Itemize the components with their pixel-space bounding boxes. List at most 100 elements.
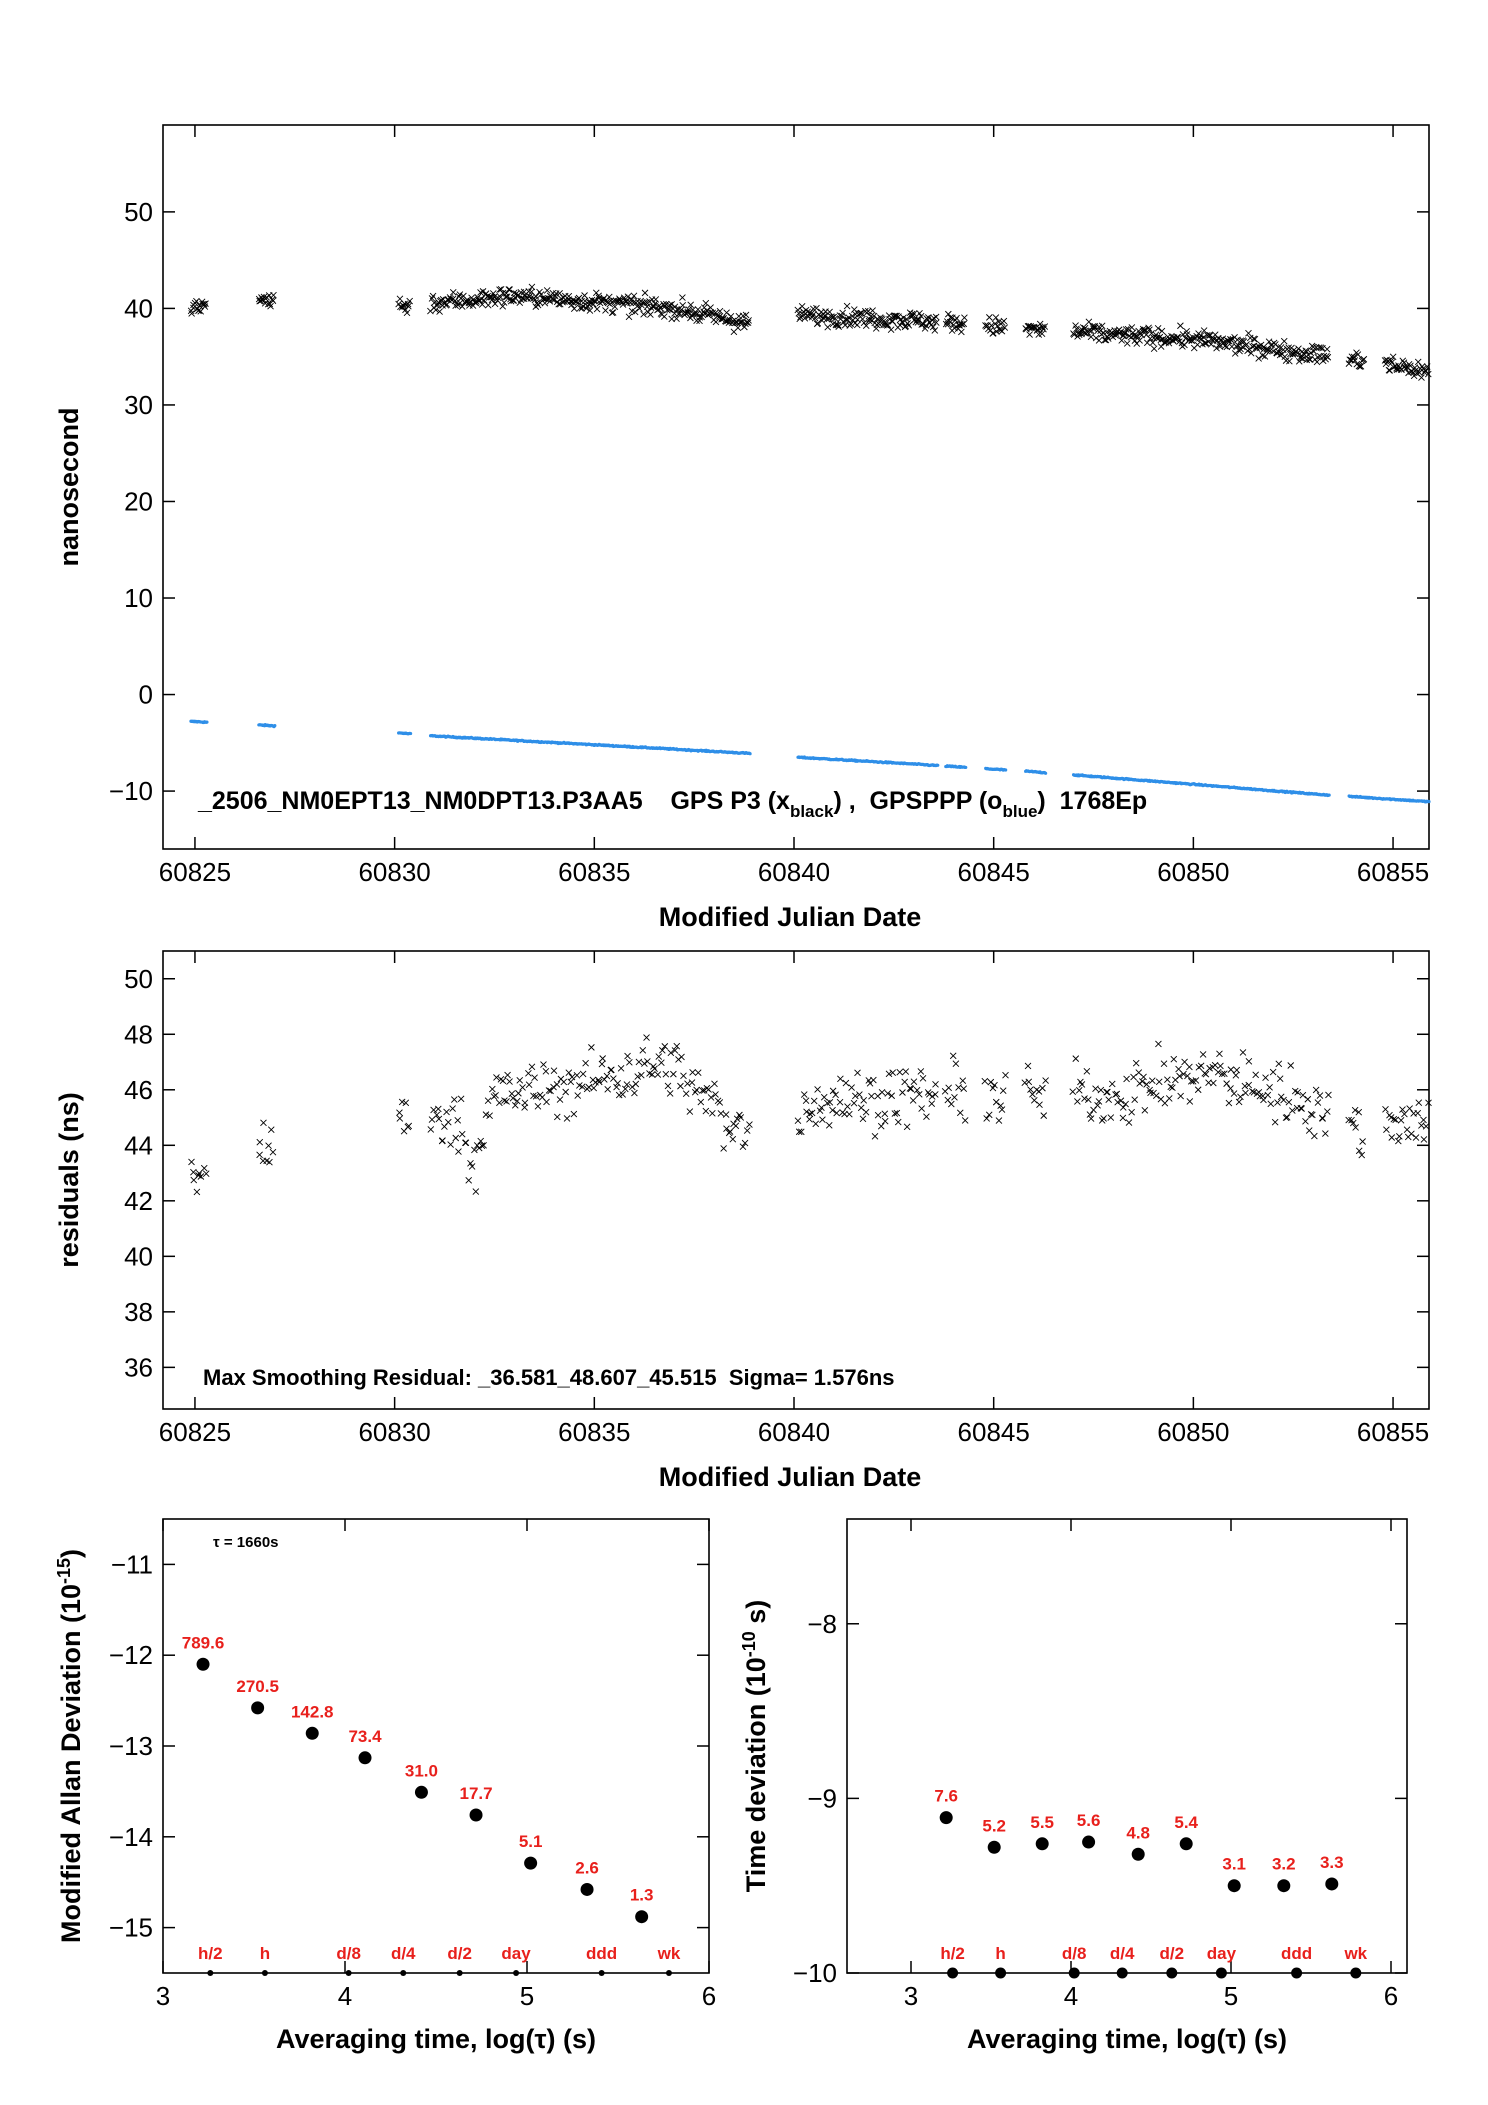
- deviation-point: [939, 1811, 953, 1825]
- gps-p3-point: [1085, 318, 1093, 326]
- gps-p3-point: [1250, 335, 1258, 343]
- allan-y-label-end: ): [56, 1549, 86, 1558]
- gps-p3-point: [1386, 367, 1394, 374]
- residual-point: [1160, 1060, 1168, 1067]
- residual-point: [928, 1100, 936, 1108]
- gps-p3-point: [814, 319, 822, 327]
- residual-point: [525, 1070, 532, 1077]
- residual-point: [913, 1086, 921, 1094]
- residual-point: [931, 1091, 939, 1098]
- gps-p3-point: [734, 324, 742, 332]
- gps-p3-point: [197, 308, 205, 315]
- time-marker-label: wk: [657, 1944, 681, 1963]
- residual-point: [881, 1110, 889, 1118]
- residual-point: [1084, 1096, 1092, 1104]
- residual-point: [1271, 1118, 1279, 1126]
- gps-p3-point: [1216, 341, 1223, 348]
- time-marker-dot: [1350, 1967, 1362, 1979]
- residual-point: [513, 1097, 521, 1105]
- residual-point: [1245, 1057, 1253, 1065]
- residual-point: [1414, 1109, 1422, 1117]
- gps-p3-point: [903, 315, 910, 323]
- residual-point: [1075, 1087, 1083, 1094]
- gps-p3-point: [904, 320, 911, 327]
- residual-point: [1382, 1105, 1389, 1113]
- gps-p3-point: [643, 303, 651, 311]
- residual-point: [995, 1117, 1003, 1124]
- y-tick-label: 10: [124, 583, 153, 613]
- residual-point: [632, 1080, 640, 1088]
- residual-point: [896, 1068, 904, 1076]
- residual-point: [678, 1053, 685, 1061]
- residual-point: [499, 1077, 507, 1085]
- gps-p3-point: [1351, 357, 1359, 364]
- gps-p3-point: [570, 305, 578, 312]
- residual-point: [1036, 1101, 1043, 1108]
- residual-point: [621, 1085, 629, 1093]
- residual-point: [670, 1070, 677, 1078]
- gps-p3-point: [506, 286, 513, 293]
- gps-p3-point: [910, 310, 918, 317]
- deviation-point-label: 4.8: [1126, 1823, 1150, 1842]
- gps-p3-point: [795, 309, 803, 317]
- deviation-point-label: 5.2: [982, 1816, 1006, 1835]
- gps-p3-point: [988, 322, 995, 329]
- y-tick-label: −15: [109, 1913, 153, 1943]
- gps-p3-series: [187, 283, 1432, 381]
- residual-point: [871, 1133, 879, 1140]
- gps-p3-point: [1275, 343, 1282, 351]
- x-tick-label: 60850: [1157, 1417, 1229, 1447]
- residual-point: [1397, 1117, 1405, 1124]
- residual-point: [1223, 1080, 1230, 1087]
- gps-p3-point: [497, 293, 504, 301]
- gps-p3-point: [527, 295, 535, 302]
- gps-p3-point: [889, 318, 897, 325]
- residual-point: [455, 1148, 462, 1155]
- residual-point: [1412, 1134, 1420, 1141]
- residual-point: [1164, 1076, 1171, 1084]
- residual-point: [1392, 1116, 1399, 1124]
- residual-point: [1122, 1100, 1129, 1108]
- residual-point: [1302, 1118, 1309, 1125]
- gps-p3-point: [1285, 344, 1292, 352]
- gps-p3-point: [630, 292, 638, 300]
- residual-point: [396, 1115, 404, 1122]
- gps-p3-point: [404, 300, 412, 308]
- gps-p3-point: [1356, 363, 1364, 370]
- residual-point: [702, 1107, 710, 1115]
- gps-p3-point: [1128, 324, 1136, 331]
- gps-p3-point: [862, 322, 870, 330]
- time-marker-label: d/4: [1110, 1944, 1135, 1963]
- gps-p3-point: [1295, 345, 1302, 352]
- gps-p3-point: [678, 306, 685, 313]
- deviation-point: [196, 1657, 210, 1671]
- residual-point: [1388, 1134, 1396, 1141]
- gps-p3-point: [1123, 340, 1131, 347]
- deviation-point: [469, 1808, 483, 1822]
- residual-point: [540, 1061, 547, 1068]
- tdev-y-label-end: s): [741, 1600, 771, 1632]
- y-tick-label: 50: [124, 964, 153, 994]
- residual-point: [553, 1113, 561, 1121]
- residual-point: [741, 1139, 749, 1147]
- time-deviation-points: 7.6 5.2 5.5 5.6 4.8 5.4 3.1 3.2 3.3 h/2 h d/8 d/4 d/2…: [934, 1787, 1368, 1979]
- allan-y-label-main: Modified Allan Deviation (10: [56, 1584, 86, 1943]
- gpsppp-point: [748, 752, 752, 756]
- residual-point: [1167, 1083, 1175, 1091]
- gps-p3-point: [960, 320, 968, 328]
- residual-point: [743, 1127, 751, 1134]
- gps-p3-point: [673, 315, 680, 322]
- gps-p3-point: [1231, 350, 1239, 357]
- x-tick-label: 60855: [1357, 857, 1429, 887]
- residual-point: [1264, 1091, 1272, 1099]
- deviation-point-label: 7.6: [934, 1787, 958, 1806]
- residual-point: [903, 1123, 911, 1131]
- gps-p3-point: [932, 313, 940, 321]
- deviation-point: [251, 1701, 265, 1715]
- y-tick-label: 20: [124, 486, 153, 516]
- residual-point: [1002, 1071, 1009, 1079]
- residual-point: [1025, 1078, 1033, 1086]
- gps-p3-point: [593, 305, 601, 313]
- residual-point: [1039, 1084, 1046, 1092]
- residual-point: [599, 1055, 606, 1062]
